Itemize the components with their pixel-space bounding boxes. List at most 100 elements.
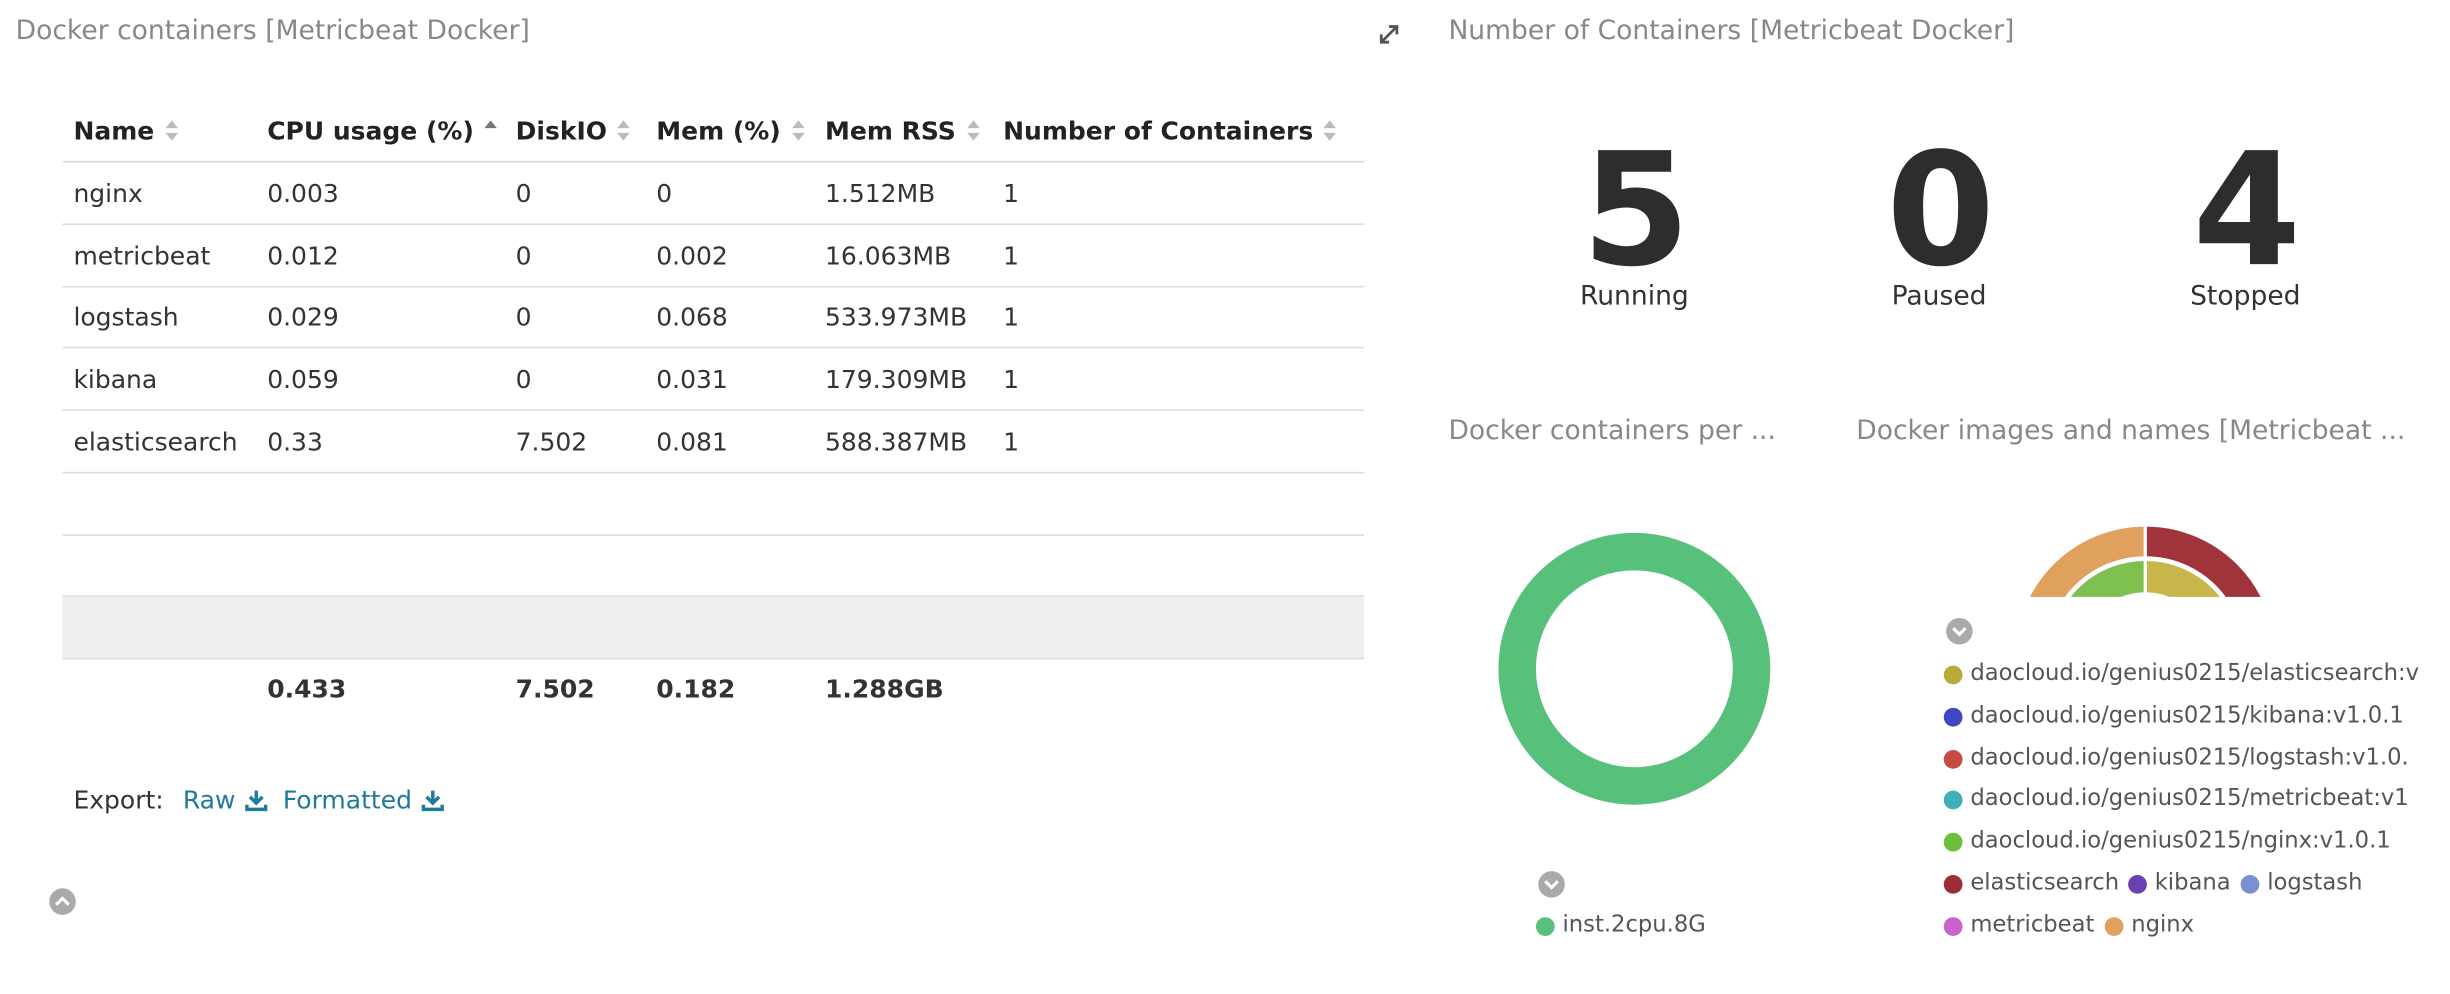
sort-icon bbox=[967, 120, 980, 141]
legend-toggle[interactable] bbox=[1538, 870, 1566, 898]
row-divider bbox=[62, 409, 1365, 412]
legend-item[interactable]: nginx bbox=[2131, 912, 2195, 938]
table-cell: 1 bbox=[1003, 178, 1020, 209]
legend-item[interactable]: metricbeat bbox=[1970, 912, 2095, 938]
legend-dot bbox=[2240, 875, 2260, 894]
column-header[interactable]: Mem RSS bbox=[825, 116, 956, 146]
legend-toggle[interactable] bbox=[1945, 617, 1973, 645]
legend-dot bbox=[1943, 790, 1963, 810]
table-cell: 1 bbox=[1003, 302, 1020, 333]
table-cell: 0 bbox=[515, 364, 532, 395]
download-icon bbox=[421, 790, 444, 812]
row-divider bbox=[62, 285, 1365, 288]
total-cell: 0.433 bbox=[267, 674, 347, 704]
table-cell: 0.059 bbox=[267, 364, 339, 395]
table-cell: 0.012 bbox=[267, 240, 339, 271]
metric-label: Stopped bbox=[2190, 280, 2301, 313]
legend-dot bbox=[1943, 707, 1963, 727]
export-formatted[interactable]: Formatted bbox=[282, 785, 412, 815]
legend-dot bbox=[2128, 875, 2147, 894]
total-cell: 0.182 bbox=[656, 674, 736, 704]
row-divider bbox=[62, 657, 1365, 660]
column-header[interactable]: Mem (%) bbox=[656, 116, 781, 146]
panel-title: Docker containers [Metricbeat Docker] bbox=[15, 15, 530, 47]
legend-dot bbox=[1943, 832, 1963, 852]
table-cell: 179.309MB bbox=[825, 364, 968, 395]
column-header[interactable]: Name bbox=[73, 116, 155, 146]
row-divider bbox=[62, 595, 1365, 598]
legend-dot bbox=[2104, 917, 2124, 936]
legend-dot bbox=[1535, 917, 1555, 936]
table-cell: elasticsearch bbox=[73, 426, 238, 457]
table-cell: 0.003 bbox=[267, 178, 339, 209]
row-divider bbox=[62, 533, 1365, 536]
table-cell: 0.068 bbox=[656, 302, 728, 333]
table-cell: 0.002 bbox=[656, 240, 728, 271]
table-cell: nginx bbox=[73, 178, 143, 209]
sort-icon bbox=[792, 120, 805, 141]
table-cell: 1 bbox=[1003, 426, 1020, 457]
table-cell: 7.502 bbox=[515, 426, 588, 457]
table-cell: kibana bbox=[73, 364, 158, 395]
panel-title: Docker containers per ... bbox=[1448, 415, 1776, 447]
metric-value: 0 bbox=[1886, 118, 1995, 302]
table-cell: 1 bbox=[1003, 240, 1020, 271]
legend-item[interactable]: daocloud.io/genius0215/metricbeat:v1 bbox=[1970, 786, 2409, 812]
legend-item[interactable]: inst.2cpu.8G bbox=[1562, 912, 1706, 938]
metric-value: 5 bbox=[1581, 118, 1691, 302]
legend-dot bbox=[1943, 750, 1963, 769]
table-cell: 0 bbox=[515, 178, 532, 209]
row-divider bbox=[62, 160, 1365, 163]
column-header[interactable]: DiskIO bbox=[515, 116, 608, 146]
table-cell: 1.512MB bbox=[825, 178, 936, 209]
table-cell: 0 bbox=[515, 240, 532, 271]
table-cell: 588.387MB bbox=[825, 426, 968, 457]
table-cell: metricbeat bbox=[73, 240, 211, 271]
column-header[interactable]: CPU usage (%) bbox=[267, 116, 474, 146]
legend-item[interactable]: logstash bbox=[2267, 870, 2363, 896]
legend-dot bbox=[1943, 665, 1963, 685]
table-cell: 1 bbox=[1003, 364, 1020, 395]
column-header[interactable]: Number of Containers bbox=[1003, 116, 1314, 146]
donut-chart bbox=[1498, 532, 1771, 805]
table-cell: 16.063MB bbox=[825, 240, 952, 271]
metric-label: Running bbox=[1579, 280, 1689, 313]
table-cell: 0.029 bbox=[267, 302, 339, 333]
table-cell: logstash bbox=[73, 302, 179, 333]
semi-donut-chart bbox=[2026, 523, 2265, 597]
download-icon bbox=[245, 790, 268, 812]
legend-dot bbox=[1943, 875, 1963, 894]
table-cell: 0 bbox=[656, 178, 673, 209]
sort-icon bbox=[484, 120, 497, 129]
panel-title: Docker images and names [Metricbeat ... bbox=[1856, 415, 2406, 447]
collapse-button[interactable] bbox=[48, 888, 76, 916]
export-label: Export: bbox=[73, 785, 164, 815]
legend-item[interactable]: elasticsearch bbox=[1970, 870, 2120, 896]
total-cell: 1.288GB bbox=[825, 674, 944, 704]
table-cell: 533.973MB bbox=[825, 302, 968, 333]
total-cell: 7.502 bbox=[515, 674, 595, 704]
metric-label: Paused bbox=[1891, 280, 1987, 313]
expand-icon[interactable] bbox=[1377, 22, 1402, 47]
legend-item[interactable]: daocloud.io/genius0215/kibana:v1.0.1 bbox=[1970, 703, 2404, 729]
row-divider bbox=[62, 471, 1365, 474]
empty-row-highlight bbox=[62, 596, 1365, 660]
table-cell: 0.081 bbox=[656, 426, 728, 457]
row-divider bbox=[62, 223, 1365, 225]
legend-item[interactable]: kibana bbox=[2154, 870, 2231, 896]
sort-icon bbox=[1323, 120, 1336, 141]
row-divider bbox=[62, 347, 1365, 350]
export-raw[interactable]: Raw bbox=[182, 785, 236, 815]
legend-dot bbox=[1943, 917, 1963, 936]
legend-item[interactable]: daocloud.io/genius0215/elasticsearch:v bbox=[1970, 661, 2420, 687]
table-cell: 0.031 bbox=[656, 364, 728, 395]
sort-icon bbox=[165, 120, 179, 141]
panel-title: Number of Containers [Metricbeat Docker] bbox=[1448, 15, 2015, 47]
table-cell: 0 bbox=[515, 302, 532, 333]
table-cell: 0.33 bbox=[267, 426, 323, 457]
legend-item[interactable]: daocloud.io/genius0215/logstash:v1.0. bbox=[1970, 745, 2409, 771]
metric-value: 4 bbox=[2192, 118, 2302, 302]
sort-icon bbox=[617, 120, 630, 141]
legend-item[interactable]: daocloud.io/genius0215/nginx:v1.0.1 bbox=[1970, 828, 2391, 854]
